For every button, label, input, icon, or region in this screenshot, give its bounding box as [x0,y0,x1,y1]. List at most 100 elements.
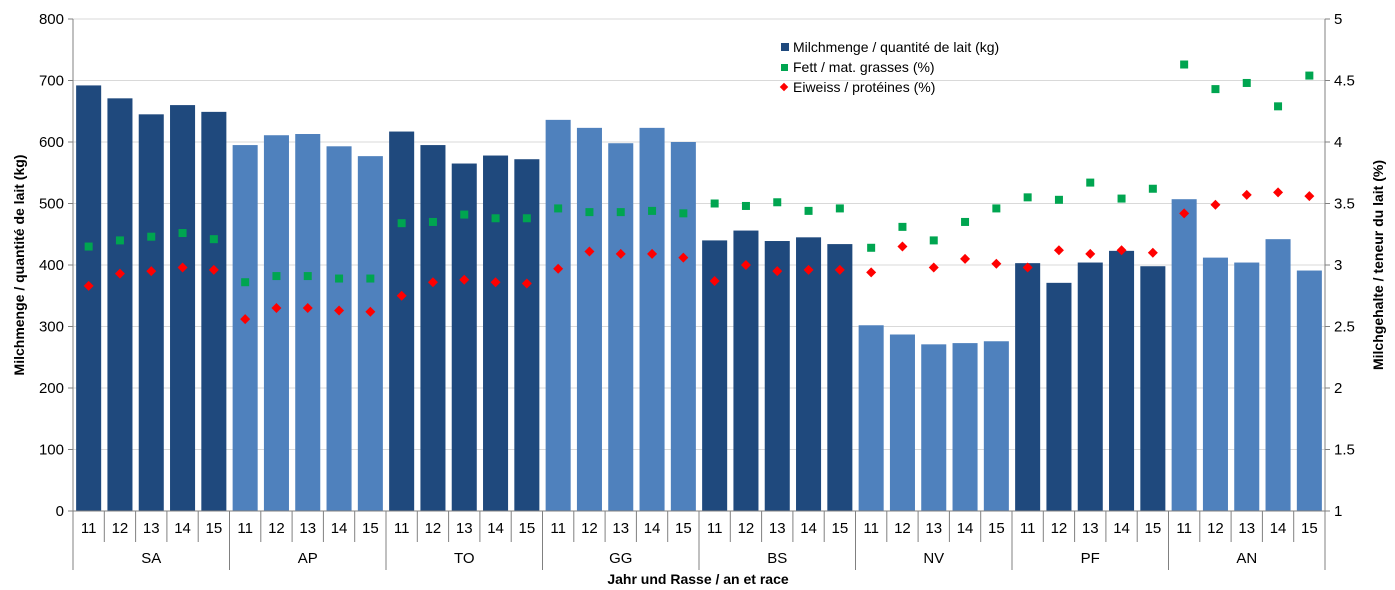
bar [451,163,477,511]
point-eiweiss [177,262,188,273]
bar [1046,282,1072,511]
point-eiweiss [709,275,720,286]
y2-tick-label: 4.5 [1334,73,1355,90]
point-eiweiss [1273,187,1284,198]
y2-tick-label: 1.5 [1334,442,1355,459]
legend-label-milchmenge: Milchmenge / quantité de lait (kg) [793,39,999,55]
point-fett [241,278,250,287]
y-tick-label: 800 [39,11,64,28]
y-tick-label: 500 [39,196,64,213]
bar [983,341,1009,511]
x-tick-label-year: 15 [519,520,536,537]
point-fett [585,208,594,217]
x-tick-label-year: 13 [299,520,316,537]
bar [295,134,321,511]
x-tick-label-group: BS [767,550,787,567]
point-eiweiss [1085,248,1096,259]
y2-tick-label: 4 [1334,134,1342,151]
bar [1109,250,1135,512]
bar [483,155,509,511]
point-eiweiss [83,280,94,291]
point-fett [115,236,124,245]
bar [733,230,759,511]
point-eiweiss [1179,208,1190,219]
bar-series-milchmenge [76,85,1322,512]
point-fett [741,201,750,210]
point-fett [491,214,500,223]
x-tick-label-year: 11 [1020,520,1036,537]
x-tick-label-year: 14 [800,520,817,537]
y2-tick-label: 3.5 [1334,196,1355,213]
x-tick-label-year: 13 [1082,520,1099,537]
bar [1202,257,1228,511]
y2-axis-ticks: 1 1.5 2 2.5 3 3.5 4 4.5 5 [1334,11,1355,520]
axes [68,18,1330,570]
bar [263,135,289,512]
x-tick-label-year: 11 [1176,520,1192,537]
x-axis-ticks: 11 12 13 14 15 11 12 13 14 15 11 12 13 14 15 11 12 13 14 15… [81,520,1318,567]
x-tick-label-group: AN [1236,550,1257,567]
bar [1234,262,1260,511]
x-tick-label-year: 15 [1301,520,1318,537]
point-eiweiss [740,260,751,270]
x-tick-label-year: 14 [331,520,348,537]
point-eiweiss [772,266,783,277]
x-tick-label-year: 12 [894,520,911,537]
x-tick-label-year: 14 [1113,520,1130,537]
bar [576,127,602,511]
x-tick-label-group: TO [454,550,475,567]
x-tick-label-year: 13 [925,520,942,537]
bar [1077,262,1103,511]
point-fett [1274,102,1283,111]
x-tick-label-year: 15 [675,520,692,537]
x-tick-label-year: 11 [707,520,723,537]
bar [952,343,978,511]
x-tick-label-group: AP [298,550,318,567]
point-fett [178,229,187,238]
x-tick-label-group: GG [609,550,632,567]
x-tick-label-group: SA [141,550,161,567]
bar [76,85,102,512]
point-eiweiss [991,258,1002,269]
point-fett [397,219,406,228]
y-tick-label: 300 [39,319,64,336]
x-tick-label-year: 15 [362,520,379,537]
x-axis-title: Jahr und Rasse / an et race [607,571,789,587]
y-tick-label: 0 [56,503,64,520]
x-tick-label-year: 11 [237,520,253,537]
point-eiweiss [866,267,877,278]
x-tick-label-year: 12 [425,520,442,537]
y-tick-label: 400 [39,257,64,274]
bar [764,241,790,511]
x-tick-label-year: 12 [112,520,129,537]
point-fett [679,209,688,218]
point-fett [835,204,844,213]
y2-axis-title: Milchgehalte / teneur du lait (%) [1370,160,1386,370]
point-fett [1242,78,1251,87]
point-fett [992,204,1001,213]
point-fett [1148,184,1157,193]
marker-series-eiweiss [83,187,1315,325]
y2-tick-label: 1 [1334,503,1342,520]
bar [858,325,884,511]
x-tick-label-year: 13 [456,520,473,537]
y-tick-label: 600 [39,134,64,151]
x-tick-label-year: 12 [1207,520,1224,537]
legend-label-fett: Fett / mat. grasses (%) [793,59,935,75]
marker-series-fett [84,60,1314,287]
x-tick-label-year: 15 [832,520,849,537]
point-fett [1211,85,1220,94]
point-fett [147,232,156,241]
point-eiweiss [553,263,564,274]
legend: Milchmenge / quantité de lait (kg) Fett … [779,39,999,95]
x-tick-label-year: 11 [394,520,410,537]
bar [670,142,696,511]
x-tick-label-year: 14 [644,520,661,537]
point-eiweiss [271,303,282,314]
point-eiweiss [647,248,658,259]
x-tick-label-year: 13 [612,520,629,537]
point-eiweiss [1304,191,1315,202]
point-fett [710,199,719,208]
x-tick-label-year: 12 [581,520,598,537]
